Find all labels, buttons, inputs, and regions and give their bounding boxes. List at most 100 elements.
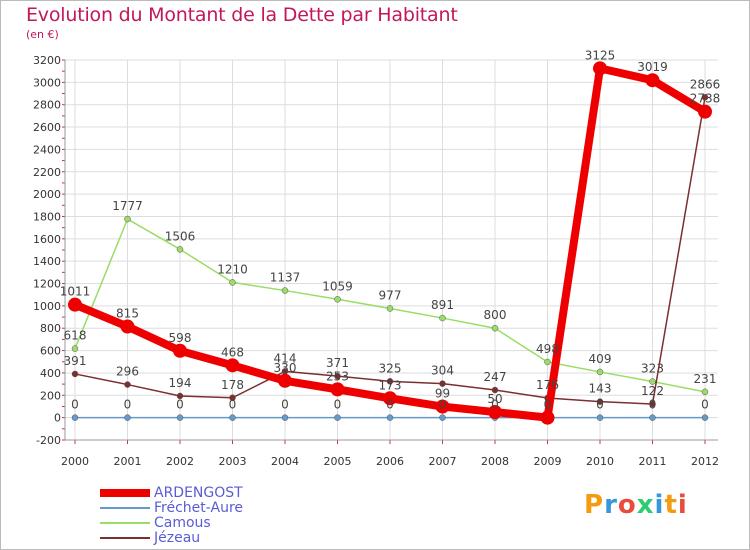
legend-label-jezeau: Jézeau [154,530,201,546]
legend-item-camous: Camous [100,515,360,531]
data-point-frechet-aure [71,414,79,421]
y-tick-label: 1000 [33,300,61,313]
x-tick-label: 2002 [166,455,194,468]
data-label-camous: 1506 [165,229,196,243]
logo-letter: t [664,490,678,520]
data-label-jezeau: 371 [326,356,349,370]
data-point-ardengost [435,399,450,414]
data-label-jezeau: 122 [641,384,664,398]
data-label-ardengost: 3019 [637,60,668,74]
y-tick-label: 0 [54,412,61,425]
x-tick-label: 2001 [114,455,142,468]
data-label-frechet-aure: 0 [229,398,237,412]
legend-item-jezeau: Jézeau [100,530,360,546]
data-label-jezeau: 2866 [690,77,721,91]
data-point-jezeau [124,381,131,388]
x-tick-label: 2004 [271,455,299,468]
data-label-jezeau: 194 [169,376,192,390]
data-label-frechet-aure: 0 [334,398,342,412]
data-point-frechet-aure [124,414,131,421]
data-point-jezeau [649,400,656,408]
data-point-camous [596,368,604,376]
data-point-frechet-aure [596,414,604,421]
data-point-jezeau [229,394,236,402]
data-label-camous: 409 [589,352,612,366]
chart-title: Evolution du Montant de la Dette par Hab… [26,4,458,26]
data-label-ardengost: 330 [274,361,297,375]
data-point-ardengost [278,373,292,388]
data-point-camous [229,279,236,286]
data-label-ardengost: 1011 [60,285,91,299]
data-label-camous: 891 [431,298,454,312]
data-point-ardengost [330,382,345,397]
y-tick-label: 800 [40,322,61,335]
x-tick-label: 2011 [639,455,667,468]
data-point-camous [649,378,656,385]
y-tick-label: 2800 [33,99,61,112]
data-label-camous: 231 [694,372,717,386]
y-tick-label: 1800 [33,210,61,223]
plot-area [65,60,718,440]
x-tick-label: 2007 [429,455,457,468]
y-tick-label: 3200 [33,54,61,67]
data-point-camous [386,305,394,312]
logo-letter: i [654,490,665,520]
data-point-jezeau [71,370,79,378]
data-label-camous: 323 [641,362,664,376]
data-point-frechet-aure [176,414,184,421]
y-tick-label: 2000 [33,188,61,201]
data-label-frechet-aure: 0 [649,398,657,412]
legend: ARDENGOST Fréchet-Aure Camous Jézeau [100,485,360,546]
data-point-ardengost [173,343,187,358]
data-point-frechet-aure [281,414,289,421]
y-tick-label: 1400 [33,255,61,268]
data-label-ardengost: 815 [116,307,139,321]
data-point-frechet-aure [701,414,709,421]
logo-letter: P [584,490,605,520]
legend-swatch-camous [100,522,150,524]
data-label-camous: 618 [64,329,87,343]
data-label-jezeau: 414 [274,351,297,365]
y-tick-label: 2200 [33,166,61,179]
data-point-camous [701,388,709,396]
data-label-ardengost: 598 [169,331,192,345]
data-label-ardengost: 99 [435,387,450,401]
data-label-jezeau: 176 [536,378,559,392]
data-label-ardengost: 2738 [690,92,721,106]
data-point-ardengost [540,410,555,425]
data-point-frechet-aure [439,414,446,421]
data-point-jezeau [386,378,394,385]
y-tick-label: 2600 [33,121,61,134]
data-label-ardengost: 0 [544,398,552,412]
data-label-jezeau: 178 [221,378,244,392]
logo-letter: x [636,490,655,520]
data-point-frechet-aure [334,414,341,421]
data-point-camous [176,246,184,253]
data-point-jezeau [701,94,709,101]
x-tick-label: 2009 [534,455,562,468]
x-tick-label: 2000 [61,455,89,468]
data-label-ardengost: 173 [379,378,402,392]
data-label-frechet-aure: 0 [176,398,184,412]
data-point-frechet-aure [229,414,236,421]
legend-label-ardengost: ARDENGOST [154,485,243,501]
data-label-camous: 977 [379,288,402,302]
data-point-ardengost [698,104,712,119]
y-tick-label: 1200 [33,278,61,291]
y-tick-label: 3000 [33,76,61,89]
data-label-frechet-aure: 0 [596,398,604,412]
legend-item-ardengost: ARDENGOST [100,485,360,501]
data-point-ardengost [593,61,607,76]
x-tick-label: 2012 [691,455,719,468]
data-point-camous [281,287,289,294]
legend-swatch-ardengost [100,489,150,497]
data-point-ardengost [68,297,82,312]
data-label-jezeau: 391 [64,354,87,368]
data-label-ardengost: 50 [487,392,502,406]
data-point-ardengost [120,319,135,334]
data-label-ardengost: 3125 [585,48,616,62]
data-label-jezeau: 304 [431,364,454,378]
y-tick-label: 200 [40,389,61,402]
data-label-camous: 1059 [322,279,353,293]
y-tick-label: 600 [40,345,61,358]
